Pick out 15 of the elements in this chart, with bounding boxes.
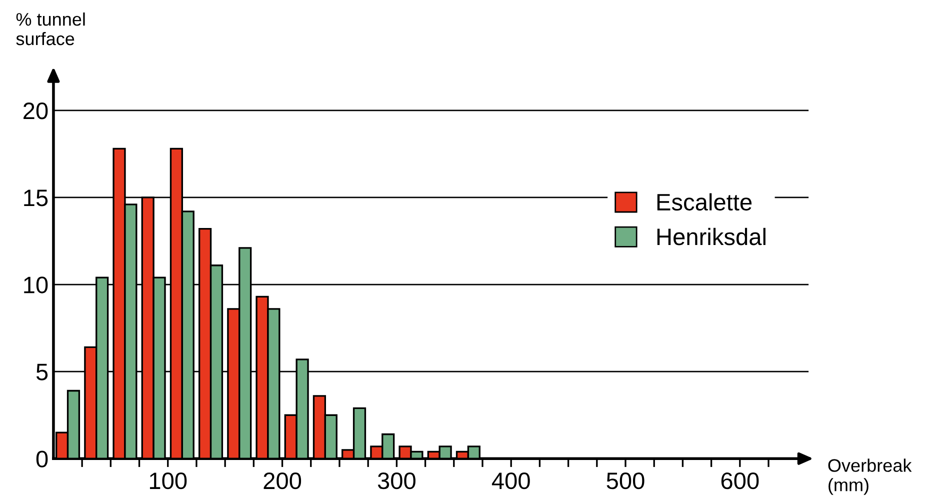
y-axis-title: % tunnel surface — [16, 12, 85, 46]
legend-label: Escalette — [657, 193, 752, 211]
x-tick-label: 300 — [378, 472, 416, 490]
y-tick-label: 10 — [24, 276, 48, 294]
y-tick-label: 20 — [24, 102, 48, 120]
y-tick-label: 5 — [36, 364, 48, 380]
x-tick-label: 500 — [606, 472, 644, 490]
legend-label: Henriksdal — [657, 228, 766, 246]
x-axis-title: Overbreak (mm) — [828, 458, 912, 495]
x-tick-label: 600 — [721, 472, 759, 490]
y-tick-label: 15 — [24, 190, 48, 206]
x-tick-label: 100 — [150, 472, 187, 490]
x-tick-label: 400 — [492, 472, 530, 490]
x-tick-label: 200 — [264, 472, 302, 490]
y-tick-label: 0 — [36, 450, 48, 468]
